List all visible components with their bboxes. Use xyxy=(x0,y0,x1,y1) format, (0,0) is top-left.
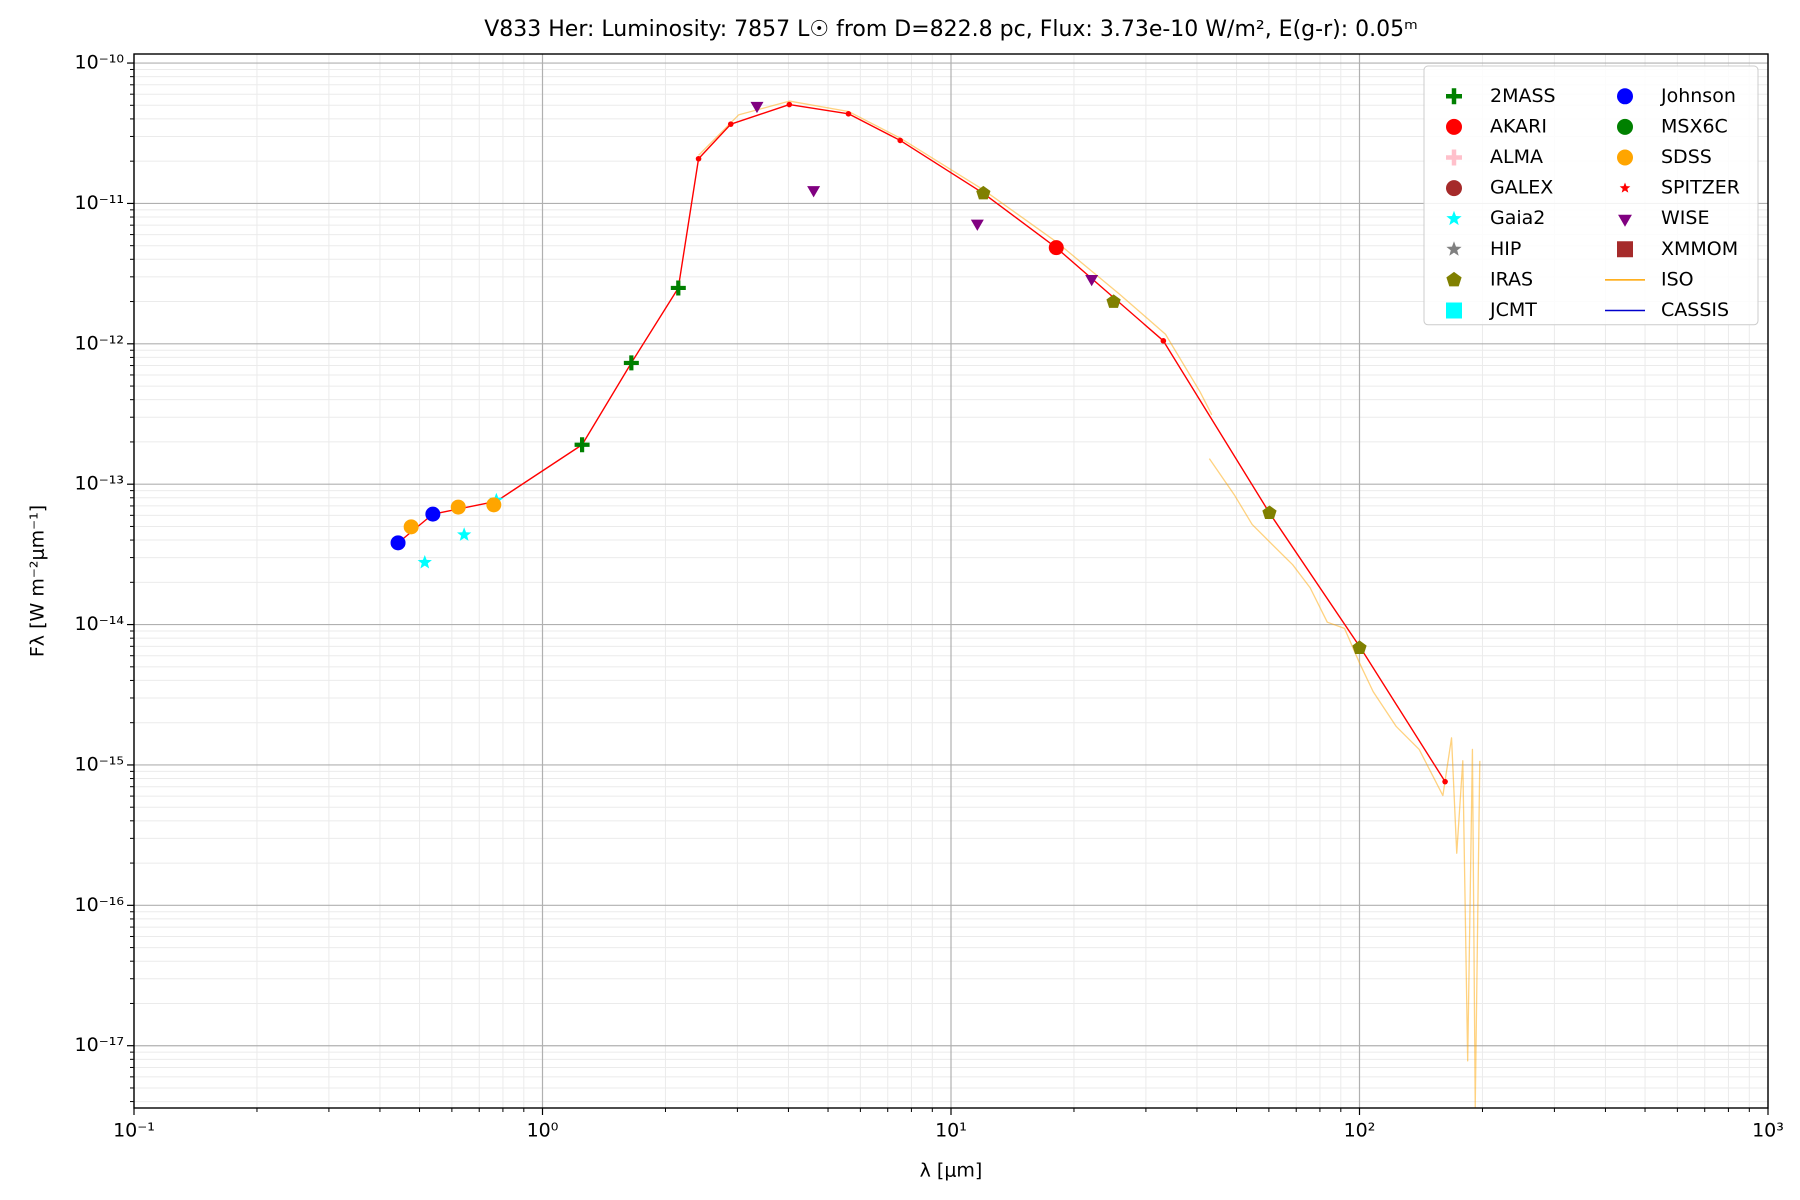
data-point xyxy=(807,186,821,198)
legend-marker xyxy=(1446,302,1462,319)
data-point xyxy=(403,519,419,535)
data-point xyxy=(574,437,590,453)
legend-label: XMMOM xyxy=(1661,238,1738,260)
y-tick-label: 10⁻¹⁵ xyxy=(75,753,124,775)
x-tick-label: 10¹ xyxy=(935,1120,967,1142)
y-tick-label: 10⁻¹⁶ xyxy=(75,894,124,916)
model-point xyxy=(1442,778,1448,785)
data-point xyxy=(1048,240,1064,256)
model-point xyxy=(845,110,852,117)
legend-label: WISE xyxy=(1661,207,1709,229)
legend-label: ALMA xyxy=(1490,146,1543,168)
data-point xyxy=(486,497,502,513)
x-tick-label: 10² xyxy=(1344,1120,1376,1142)
x-tick-label: 10³ xyxy=(1752,1120,1784,1142)
legend-marker xyxy=(1446,271,1462,287)
legend-marker xyxy=(1446,180,1462,197)
legend-marker xyxy=(1619,182,1631,193)
data-point xyxy=(457,527,472,541)
data-point xyxy=(970,219,984,231)
data-point xyxy=(623,355,639,371)
data-point xyxy=(1262,505,1277,520)
x-tick-label: 10⁰ xyxy=(527,1120,559,1142)
plot-frame xyxy=(133,53,1769,1109)
data-point xyxy=(425,506,441,522)
legend-marker xyxy=(1617,118,1633,135)
legend: 2MASS AKARI ALMA GALEX Gaia2 HIP IRAS JCMT Johns… xyxy=(1423,65,1759,326)
y-tick-label: 10⁻¹¹ xyxy=(75,192,124,214)
data-point xyxy=(976,185,991,200)
legend-label: SPITZER xyxy=(1661,177,1740,199)
y-tick-label: 10⁻¹⁴ xyxy=(75,613,125,635)
plot-area xyxy=(390,100,1481,1108)
legend-marker xyxy=(1617,241,1633,258)
legend-label: Johnson xyxy=(1660,85,1736,107)
legend-marker xyxy=(1446,149,1462,166)
chart-title: V833 Her: Luminosity: 7857 L☉ from D=822… xyxy=(484,17,1418,42)
legend-label: Gaia2 xyxy=(1490,207,1545,229)
y-axis-label: Fλ [W m⁻²μm⁻¹] xyxy=(27,505,49,657)
data-point xyxy=(1352,640,1367,654)
legend-label: AKARI xyxy=(1490,115,1547,137)
data-point xyxy=(390,535,406,551)
y-tick-label: 10⁻¹² xyxy=(75,332,124,354)
legend-marker xyxy=(1446,241,1462,256)
data-point xyxy=(750,101,764,114)
data-point xyxy=(417,554,432,569)
legend-label: GALEX xyxy=(1490,177,1553,199)
x-tick-label: 10⁻¹ xyxy=(113,1120,155,1142)
data-point xyxy=(1106,294,1121,308)
legend-label: HIP xyxy=(1490,238,1521,260)
data-point xyxy=(450,499,466,515)
legend-marker xyxy=(1618,214,1632,227)
x-axis-label: λ [μm] xyxy=(920,1160,983,1182)
data-point xyxy=(670,280,686,296)
legend-label: ISO xyxy=(1661,268,1694,290)
model-point xyxy=(695,155,702,162)
y-tick-label: 10⁻¹³ xyxy=(75,473,124,495)
legend-marker xyxy=(1617,149,1633,166)
legend-label: IRAS xyxy=(1490,268,1533,290)
legend-marker xyxy=(1446,118,1462,135)
legend-label: 2MASS xyxy=(1490,85,1556,107)
legend-marker xyxy=(1446,88,1462,105)
legend-label: CASSIS xyxy=(1661,299,1729,321)
legend-marker xyxy=(1446,210,1462,226)
model-point xyxy=(1160,338,1167,344)
y-tick-label: 10⁻¹⁰ xyxy=(75,52,124,74)
legend-label: JCMT xyxy=(1489,299,1537,321)
legend-label: MSX6C xyxy=(1661,115,1728,137)
legend-marker xyxy=(1617,88,1633,105)
legend-box xyxy=(1423,65,1759,326)
legend-label: SDSS xyxy=(1661,146,1712,168)
model-point xyxy=(727,121,734,127)
data-point xyxy=(1085,274,1099,287)
model-point xyxy=(786,101,793,108)
y-tick-label: 10⁻¹⁷ xyxy=(75,1034,124,1056)
model-point xyxy=(897,137,903,144)
